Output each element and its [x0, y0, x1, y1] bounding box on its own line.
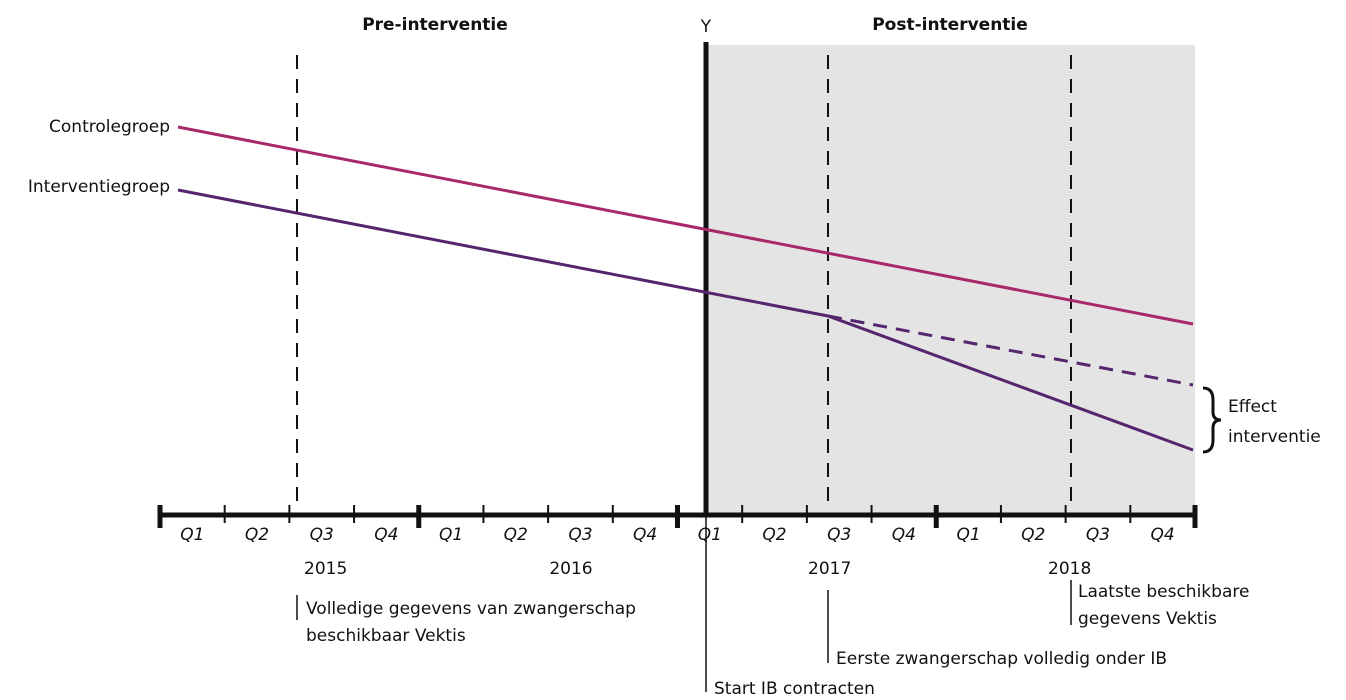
- quarter-label: Q1: [956, 525, 980, 545]
- annotation: beschikbaar Vektis: [306, 626, 466, 646]
- annotation: Laatste beschikbare: [1078, 582, 1249, 602]
- quarter-label: Q4: [374, 525, 398, 545]
- counterfactual-line: [827, 314, 1194, 387]
- year-label: 2018: [1048, 559, 1091, 579]
- quarter-label: Q3: [1086, 525, 1110, 545]
- control-label: Controlegroep: [49, 117, 170, 137]
- year-label: 2017: [808, 559, 851, 579]
- annotation: Eerste zwangerschap volledig onder IB: [836, 649, 1167, 669]
- dashed-markers: [296, 55, 1072, 505]
- quarter-label: Q3: [310, 525, 334, 545]
- quarter-label: Q3: [568, 525, 592, 545]
- annotation-lines: [296, 515, 1072, 692]
- year-label: 2016: [549, 559, 592, 579]
- year-label: 2015: [304, 559, 347, 579]
- effect-label: Effect: [1228, 397, 1277, 417]
- quarter-label: Q2: [245, 525, 269, 545]
- post-area: [706, 45, 1195, 515]
- post-label: Post-interventie: [872, 15, 1028, 35]
- quarter-label: Q1: [439, 525, 463, 545]
- quarter-label: Q4: [1151, 525, 1175, 545]
- quarter-label: Q1: [180, 525, 204, 545]
- effect-brace: [1202, 386, 1222, 454]
- quarter-label: Q4: [892, 525, 916, 545]
- quarter-label: Q2: [504, 525, 528, 545]
- quarter-label: Q3: [827, 525, 851, 545]
- quarter-label: Q1: [698, 525, 722, 545]
- quarter-label: Q4: [633, 525, 657, 545]
- axis-label: Y: [700, 17, 712, 37]
- quarter-label: Q2: [1021, 525, 1045, 545]
- control-line: [177, 125, 1194, 326]
- annotation: gegevens Vektis: [1078, 609, 1217, 629]
- time-axis: [157, 505, 1198, 528]
- pre-label: Pre-interventie: [362, 15, 508, 35]
- intervention-label: Interventiegroep: [28, 177, 170, 197]
- quarter-label: Q2: [762, 525, 786, 545]
- effect-label: interventie: [1228, 427, 1321, 447]
- annotation: Volledige gegevens van zwangerschap: [306, 599, 636, 619]
- annotation: Start IB contracten: [714, 679, 875, 699]
